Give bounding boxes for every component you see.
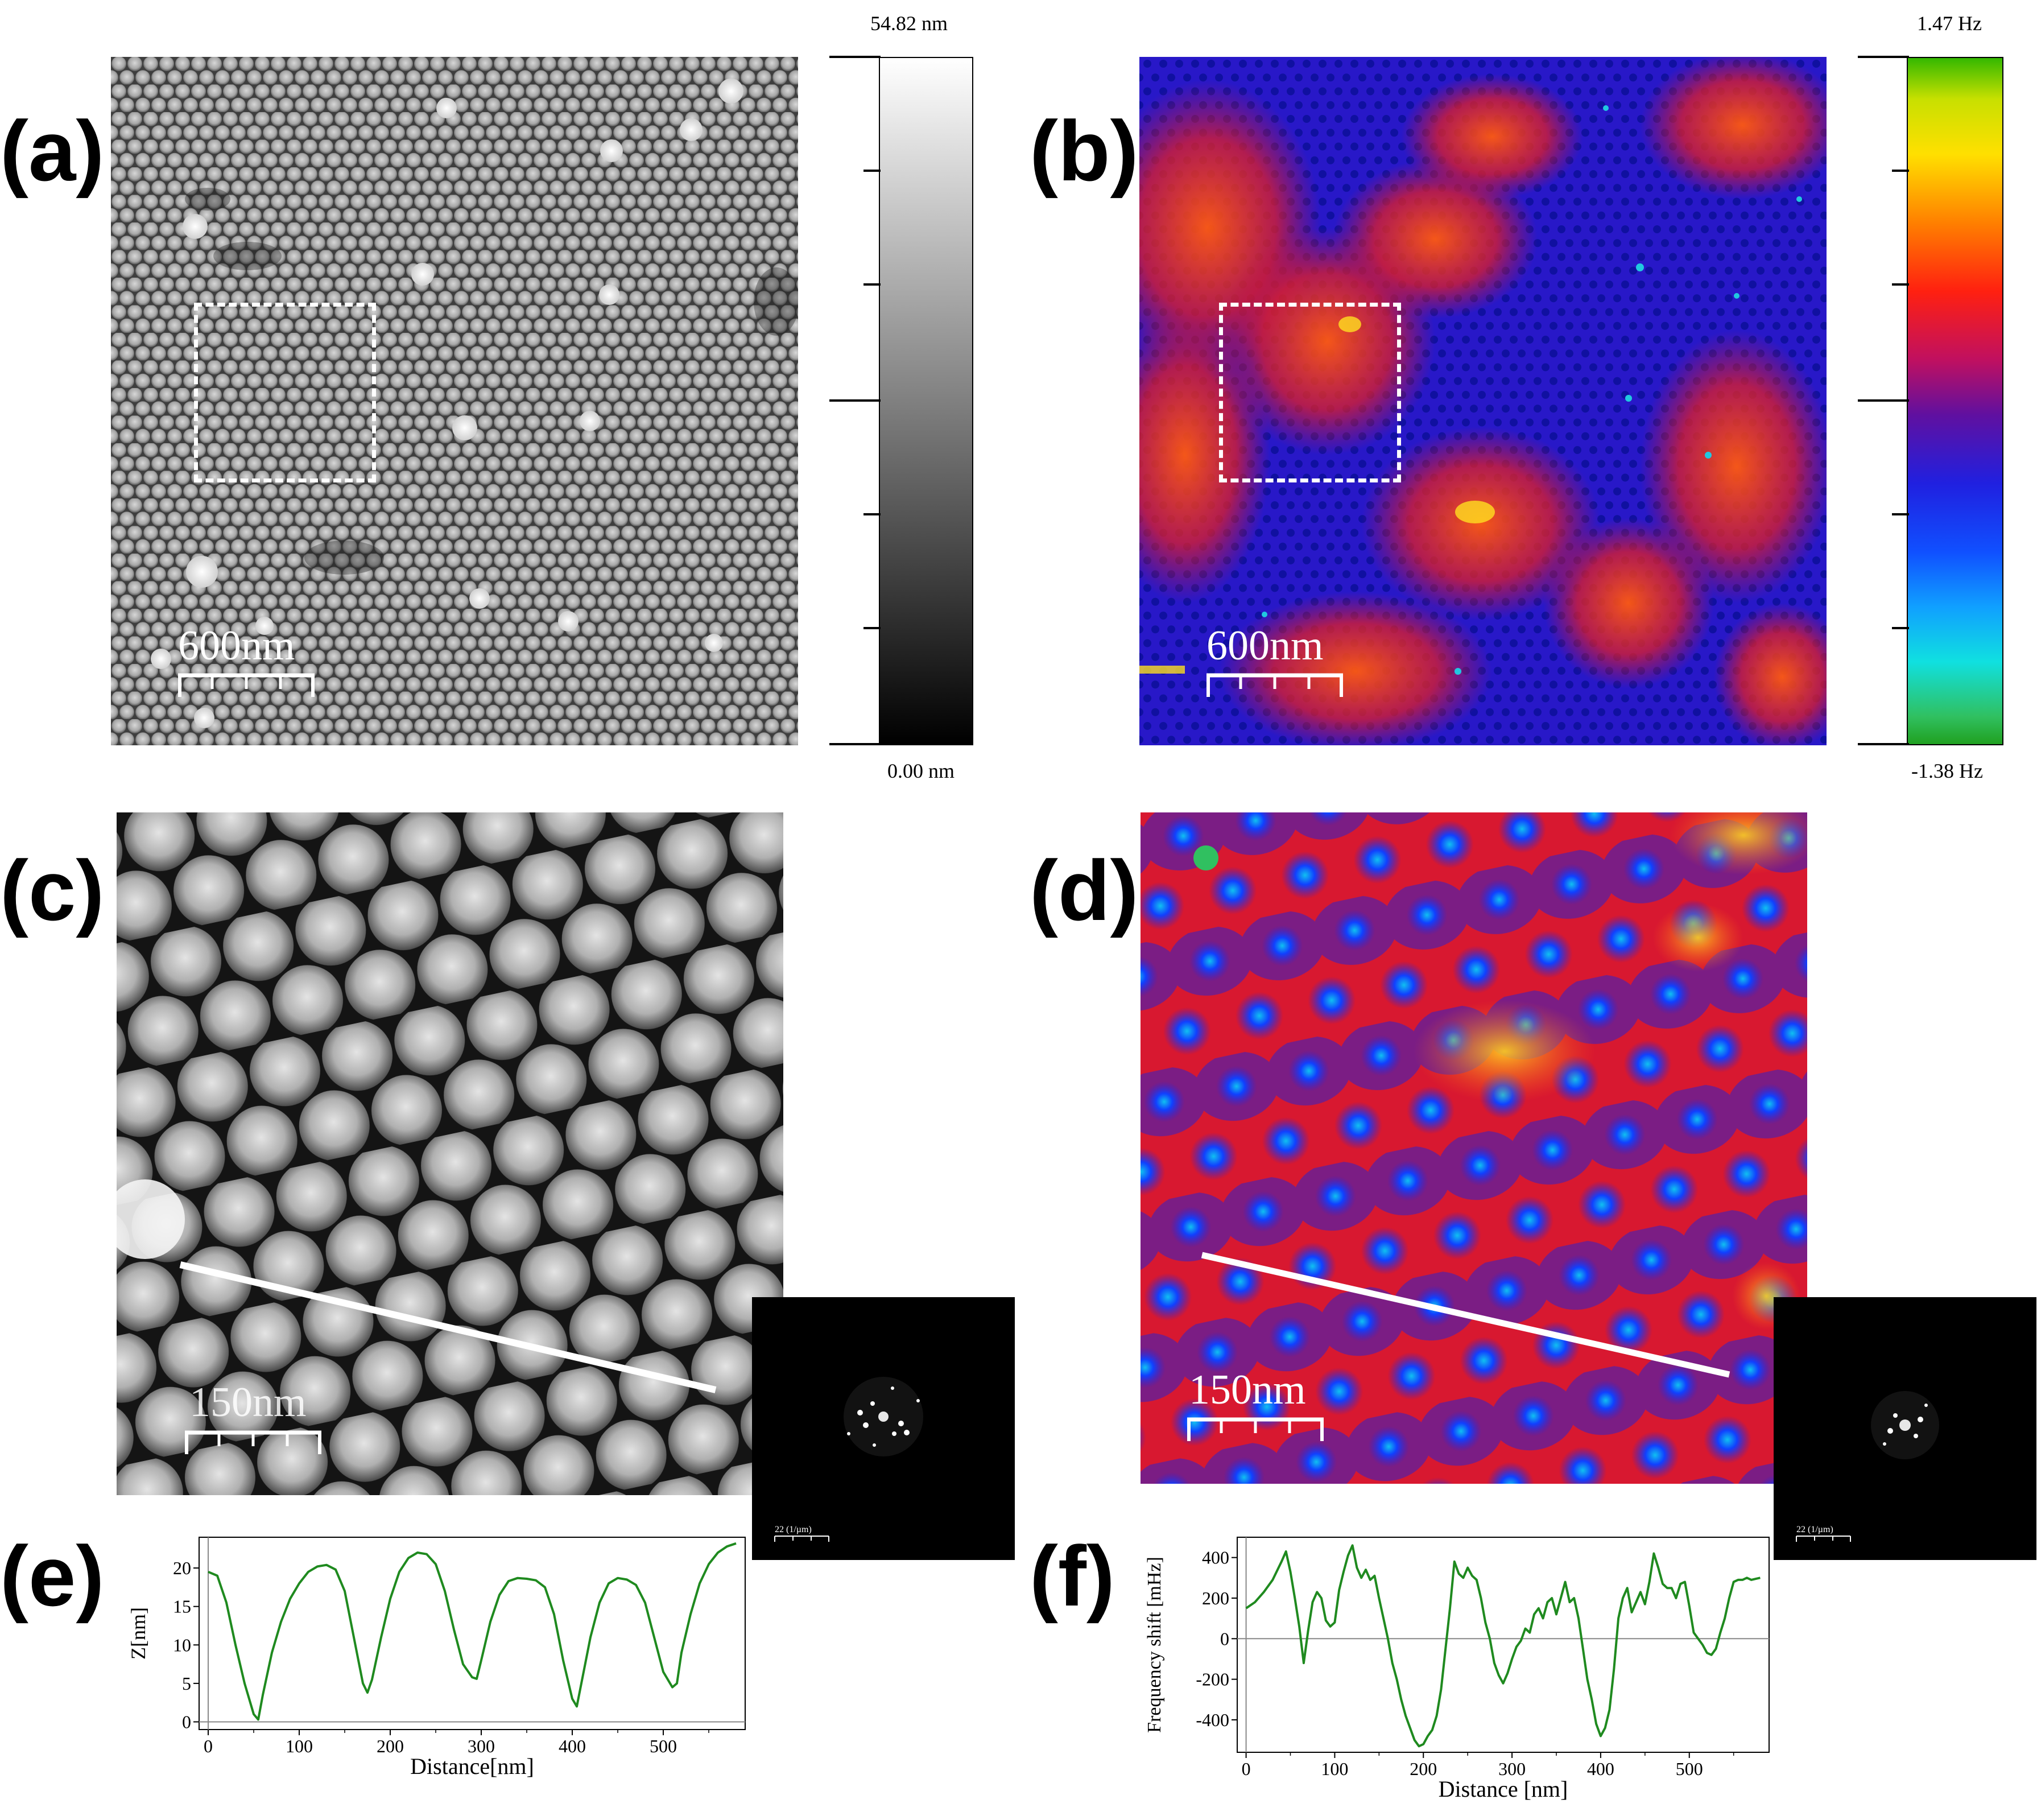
panel-label-d: (d)	[1030, 843, 1139, 938]
panel-label-a: (a)	[0, 103, 105, 199]
colorbar-b-min: -1.38 Hz	[1911, 760, 1983, 782]
x-tick-label: 100	[1321, 1759, 1348, 1779]
profile-series-line	[1245, 1544, 1761, 1748]
profile-line	[1201, 1252, 1730, 1378]
panel-label-c: (c)	[0, 843, 105, 938]
frequency-shift-image-b: 600nm	[1139, 57, 1827, 745]
y-axis-label: Z[nm]	[127, 1607, 150, 1660]
scale-bar	[1187, 1417, 1324, 1441]
scale-bar-label: 600nm	[178, 622, 295, 669]
x-tick-label: 300	[468, 1736, 495, 1756]
x-tick-label: 500	[1676, 1759, 1703, 1779]
y-tick-label: 200	[1202, 1588, 1229, 1608]
x-tick-label: 200	[377, 1736, 404, 1756]
scale-bar	[185, 1430, 321, 1454]
x-tick-label: 100	[286, 1736, 313, 1756]
scale-bar-label: 600nm	[1207, 622, 1324, 669]
frequency-shift-zoom-image-d: 150nm	[1141, 812, 1807, 1484]
x-tick-label: 400	[559, 1736, 586, 1756]
colorbar-a-min: 0.00 nm	[887, 760, 955, 782]
fft-inset-c: 22 (1/µm)	[752, 1297, 1015, 1560]
profile-line	[179, 1261, 717, 1393]
x-tick-label: 200	[1410, 1759, 1437, 1779]
scale-bar-label: 150nm	[1189, 1367, 1306, 1413]
y-tick-label: 20	[173, 1558, 191, 1578]
x-tick-label: 0	[1242, 1759, 1251, 1779]
topography-image-a: 600nm	[111, 57, 798, 745]
y-tick-label: 0	[1220, 1628, 1229, 1649]
colorbar-a	[879, 57, 973, 745]
plot-frame	[1237, 1537, 1770, 1753]
line-profile-chart-e: 0 100 200 300 400 500 0 5 10 15 20 Distance[nm] Z[nm…	[127, 1537, 746, 1779]
y-tick-label: -200	[1196, 1669, 1229, 1690]
topography-zoom-image-c: 150nm	[117, 812, 783, 1495]
x-axis-label: Distance [nm]	[1439, 1776, 1568, 1802]
fft-scale-label: 22 (1/µm)	[1796, 1525, 1833, 1534]
scale-bar	[1207, 673, 1343, 697]
colorbar-b-max: 1.47 Hz	[1917, 12, 1982, 35]
fft-scale-label: 22 (1/µm)	[775, 1525, 812, 1534]
dashed-roi-box	[1219, 303, 1401, 482]
panel-label-f: (f)	[1030, 1528, 1115, 1624]
colorbar-a-ticks	[829, 56, 881, 745]
colorbar-b	[1907, 57, 2003, 745]
y-tick-label: 15	[173, 1596, 191, 1617]
profile-series-line	[208, 1542, 737, 1721]
plot-frame	[199, 1537, 746, 1730]
y-tick-label: -400	[1196, 1710, 1229, 1730]
colorbar-b-ticks	[1858, 56, 1909, 745]
y-tick-label: 400	[1202, 1547, 1229, 1568]
x-axis-label: Distance[nm]	[410, 1753, 534, 1779]
y-tick-label: 10	[173, 1635, 191, 1655]
panel-label-b: (b)	[1030, 103, 1139, 199]
line-profile-chart-f: 0 100 200 300 400 500 -400 -200 0 200 400 Distance …	[1144, 1537, 1770, 1802]
x-tick-label: 0	[204, 1736, 213, 1756]
colorbar-a-max: 54.82 nm	[870, 12, 948, 35]
fft-inset-d: 22 (1/µm)	[1774, 1297, 2036, 1560]
scale-bar	[178, 673, 315, 697]
dashed-roi-box	[194, 303, 376, 482]
x-tick-label: 300	[1498, 1759, 1526, 1779]
scale-bar-label: 150nm	[189, 1379, 307, 1426]
x-tick-label: 500	[650, 1736, 677, 1756]
panel-label-e: (e)	[0, 1528, 105, 1624]
y-axis-label: Frequency shift [mHz]	[1144, 1557, 1165, 1733]
x-tick-label: 400	[1587, 1759, 1614, 1779]
y-tick-label: 0	[182, 1711, 191, 1732]
y-tick-label: 5	[182, 1673, 191, 1694]
